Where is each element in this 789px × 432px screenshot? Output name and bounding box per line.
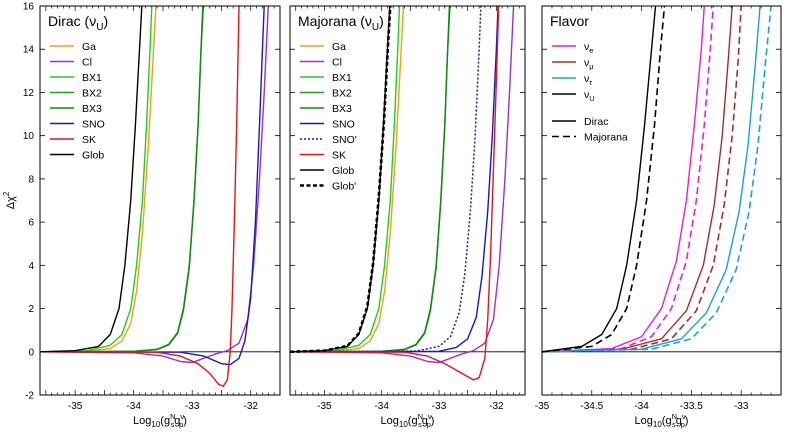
legend-label: Ga: [82, 41, 96, 53]
y-tick-label: 8: [28, 174, 34, 185]
legend-label: Ga: [332, 41, 346, 53]
x-tick-label: -34.5: [580, 401, 603, 412]
legend: νe νμ ντ νU Dirac Majorana: [552, 41, 628, 144]
x-axis-label: Log10(gN sgν p): [133, 412, 187, 429]
series-line-sk: [290, 6, 500, 381]
series-line-5: [542, 6, 742, 353]
legend-label: SK: [82, 134, 96, 146]
legend-label: BX3: [332, 103, 352, 115]
series-line--u: [542, 6, 657, 353]
legend-label: Dirac: [584, 116, 609, 128]
x-tick-label: -35: [535, 401, 550, 412]
series-group: [542, 6, 772, 353]
series-line-bx2: [290, 6, 451, 353]
legend-label: BX1: [82, 72, 102, 84]
y-tick-label: 0: [28, 347, 34, 358]
legend-label: BX2: [82, 88, 102, 100]
series-line-: [542, 6, 733, 353]
legend-label: Glob: [332, 165, 354, 177]
y-tick-label: 14: [23, 45, 35, 56]
legend-label: SNO: [82, 119, 105, 131]
panel-2: -35 -34 -33 -32 Majorana (νU) Ga Cl BX1 BX2 BX3 SN…: [289, 5, 526, 429]
legend-label: Glob': [332, 181, 356, 193]
series-line-glob: [290, 6, 392, 354]
series-line-ga: [290, 6, 405, 353]
series-line-4: [542, 6, 715, 353]
x-axis-label: Log10(gN sgν p): [381, 412, 435, 429]
plot-frame: [541, 5, 782, 396]
legend: Ga Cl BX1 BX2 BX3 SNO SNO' SK Glob Glob': [300, 41, 357, 193]
legend-label: SNO': [332, 134, 357, 146]
series-line-sno: [290, 6, 499, 353]
plot-frame: [289, 5, 526, 396]
legend-label: SK: [332, 150, 346, 162]
legend: Ga Cl BX1 BX2 BX3 SNO SK Glob: [50, 41, 105, 162]
legend-label: BX1: [332, 72, 352, 84]
x-tick-label: -35: [317, 401, 332, 412]
plot-frame: [39, 5, 281, 396]
legend-label: Cl: [82, 57, 92, 69]
series-line-bx3: [40, 6, 205, 353]
series-line-cl: [40, 6, 269, 364]
x-tick-label: -32: [489, 401, 504, 412]
legend-label: ντ: [584, 73, 592, 87]
series-line-cl: [290, 6, 515, 364]
y-tick-label: -2: [25, 391, 34, 402]
series-line-sno: [40, 6, 265, 366]
y-tick-label: 10: [23, 131, 35, 142]
y-axis-label: Δχ2: [2, 191, 17, 209]
series-line-bx3: [290, 6, 451, 353]
panel-title: Flavor: [550, 13, 589, 29]
x-tick-label: -34: [374, 401, 389, 412]
series-line-bx1: [40, 6, 153, 353]
legend-label: Majorana: [584, 132, 628, 144]
panel-1: -35 -34 -33 -32 -2 0 2 4 6 8 10 12 14 16 Δχ2 Dirac (νU)…: [2, 2, 281, 429]
panel-title: Majorana (νU): [298, 13, 384, 33]
series-group: [40, 6, 269, 388]
series-line-sno: [290, 6, 482, 353]
y-tick-label: 6: [28, 218, 34, 229]
legend-label: BX2: [332, 88, 352, 100]
legend-label: Cl: [332, 57, 342, 69]
panel-3: -35 -34.5 -34 -33.5 -33 Flavor νe νμ ντ νU Dirac Ma…: [535, 5, 782, 429]
x-tick-label: -34: [634, 401, 649, 412]
y-tick-label: 2: [28, 304, 34, 315]
series-line-ga: [40, 6, 157, 353]
series-line--e: [542, 6, 706, 353]
y-tick-label: 12: [23, 88, 35, 99]
legend-label: νe: [584, 41, 593, 55]
series-line-bx2: [40, 6, 204, 353]
series-group: [290, 6, 515, 381]
x-tick-label: -33.5: [680, 401, 703, 412]
y-tick-label: 16: [23, 2, 35, 13]
series-line-: [542, 6, 761, 353]
legend-label: Glob: [82, 150, 104, 162]
legend-label: νU: [584, 89, 595, 103]
panel-title: Dirac (νU): [48, 13, 108, 33]
x-tick-label: -33: [185, 401, 200, 412]
series-line-sk: [40, 6, 240, 388]
series-line-glob: [40, 6, 143, 353]
x-axis-label: Log10(gN sgν p): [635, 412, 689, 429]
y-tick-label: 4: [28, 261, 34, 272]
x-tick-label: -33: [432, 401, 447, 412]
x-tick-label: -34: [126, 401, 141, 412]
legend-label: SNO: [332, 119, 355, 131]
legend-label: νμ: [584, 57, 594, 71]
x-tick-label: -35: [68, 401, 83, 412]
x-tick-label: -33: [734, 401, 749, 412]
x-tick-label: -32: [244, 401, 259, 412]
series-line-7: [542, 6, 666, 353]
series-line-6: [542, 6, 772, 353]
legend-label: BX3: [82, 103, 102, 115]
series-line-bx1: [290, 6, 401, 353]
